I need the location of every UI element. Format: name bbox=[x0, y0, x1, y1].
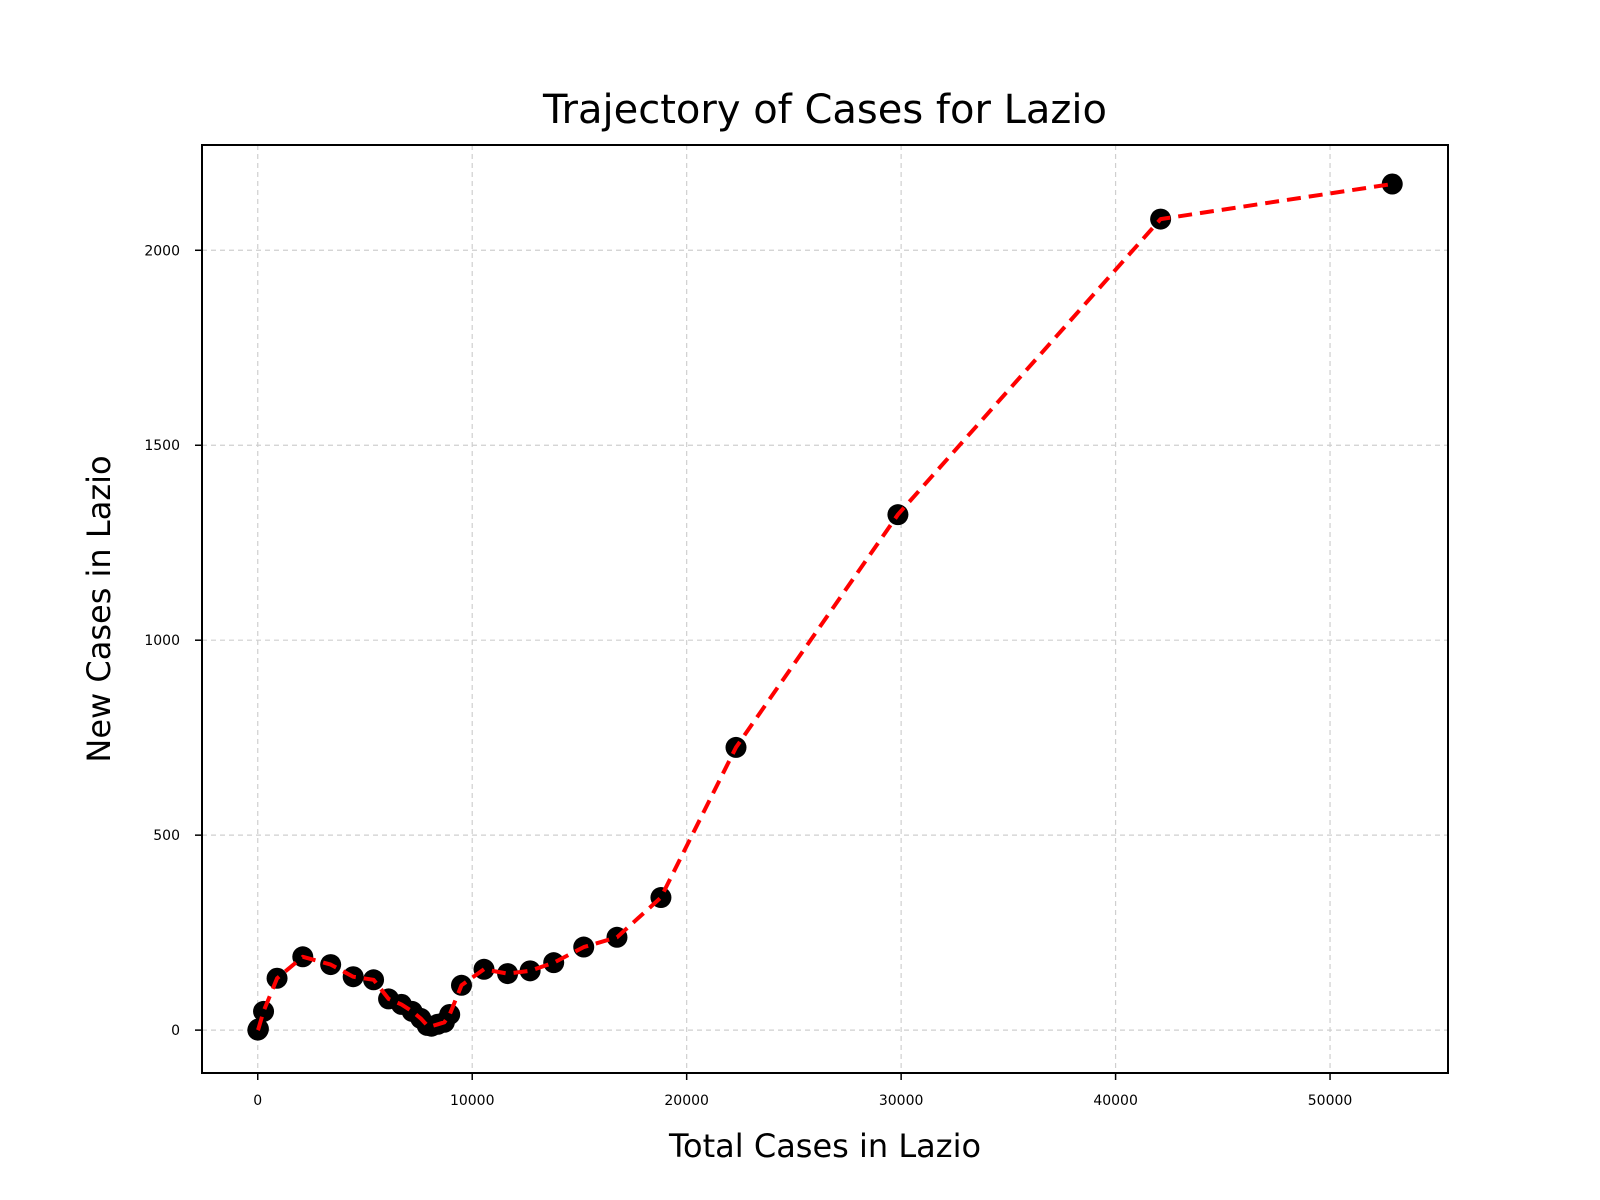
series-layer bbox=[247, 173, 1403, 1041]
y-tick-label: 0 bbox=[171, 1023, 180, 1039]
x-axis-label: Total Cases in Lazio bbox=[668, 1127, 981, 1165]
y-axis-label: New Cases in Lazio bbox=[80, 455, 118, 762]
y-tick-label: 500 bbox=[153, 828, 180, 844]
y-tick-label: 1000 bbox=[144, 633, 180, 649]
grid-layer bbox=[202, 145, 1448, 1073]
data-point bbox=[543, 952, 565, 974]
data-point bbox=[497, 963, 519, 985]
data-point bbox=[519, 960, 541, 982]
x-tick-label: 10000 bbox=[450, 1093, 495, 1109]
plot-frame bbox=[201, 144, 1449, 1074]
x-tick-label: 30000 bbox=[879, 1093, 924, 1109]
series-line bbox=[256, 182, 1393, 1031]
tick-layer: 0 10000 20000 30000 40000 50000 0 500 1000 1500 20… bbox=[144, 243, 1352, 1109]
x-tick-label: 40000 bbox=[1093, 1093, 1138, 1109]
y-tick-label: 2000 bbox=[144, 243, 180, 259]
data-point bbox=[1381, 173, 1403, 195]
y-tick-label: 1500 bbox=[144, 438, 180, 454]
x-tick-label: 0 bbox=[253, 1093, 262, 1109]
x-tick-label: 20000 bbox=[664, 1093, 709, 1109]
chart-title: Trajectory of Cases for Lazio bbox=[542, 87, 1107, 133]
data-point bbox=[253, 1000, 275, 1022]
x-tick-label: 50000 bbox=[1308, 1093, 1353, 1109]
